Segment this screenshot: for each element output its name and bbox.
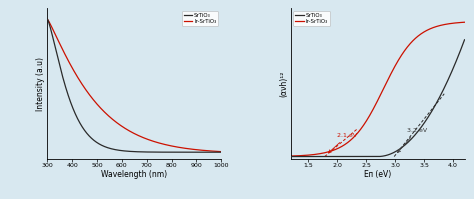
X-axis label: Wavelength (nm): Wavelength (nm) xyxy=(101,170,167,179)
Legend: SrTiO₃, Ir-SrTiO₃: SrTiO₃, Ir-SrTiO₃ xyxy=(182,11,219,26)
Text: 3.2 eV: 3.2 eV xyxy=(398,128,427,152)
X-axis label: Eᴨ (eV): Eᴨ (eV) xyxy=(364,170,391,179)
Legend: SrTiO₃, Ir-SrTiO₃: SrTiO₃, Ir-SrTiO₃ xyxy=(293,11,330,26)
Text: 2.1 eV: 2.1 eV xyxy=(328,133,357,153)
Y-axis label: Intensity (a.u): Intensity (a.u) xyxy=(36,57,45,111)
Y-axis label: (ανh)¹²: (ανh)¹² xyxy=(279,70,288,97)
